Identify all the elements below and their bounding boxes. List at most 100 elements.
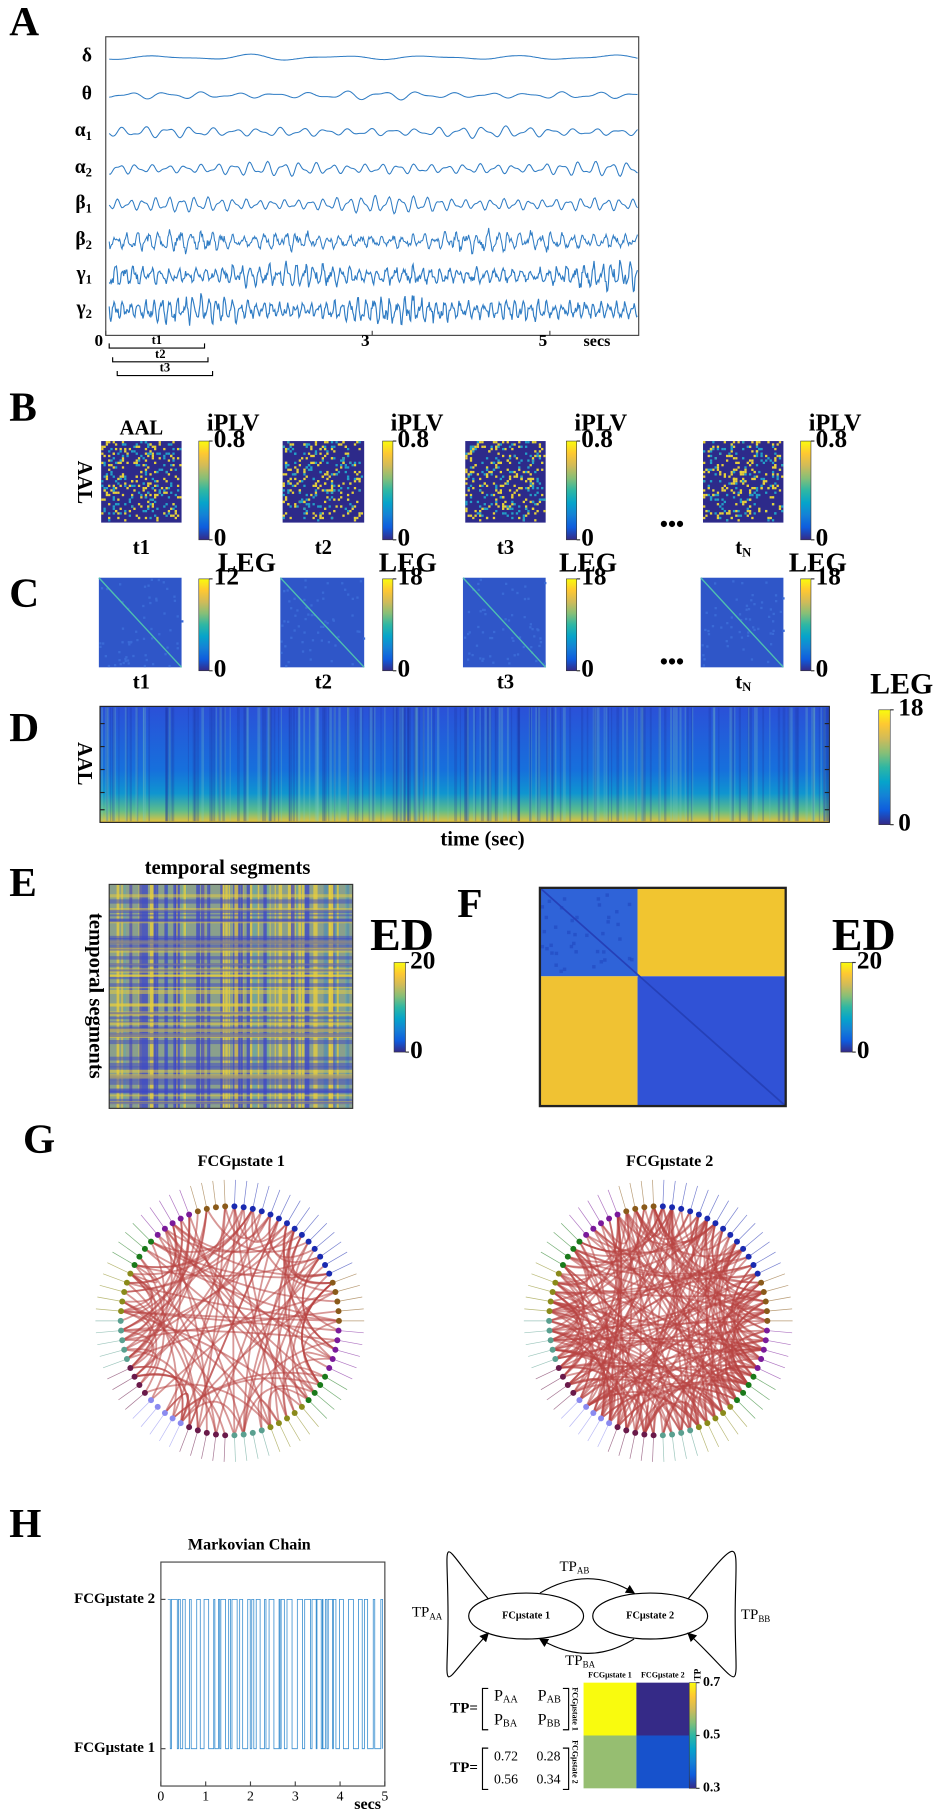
plv-cell <box>755 450 759 453</box>
colorbar-tick-label: 18 <box>898 694 923 722</box>
connection <box>616 1387 738 1428</box>
plv-cell <box>149 450 152 453</box>
plv-cell <box>321 459 324 462</box>
ed-stripe <box>121 884 123 1109</box>
timeline-stripe <box>422 707 425 822</box>
leg-cell <box>529 623 533 626</box>
plv-cell <box>508 505 512 508</box>
connection <box>549 1310 578 1332</box>
plv-cell <box>149 452 152 455</box>
plv-cell <box>105 491 109 494</box>
cluster-diagonal <box>539 887 787 1107</box>
region-node <box>734 1238 740 1245</box>
plv-cell <box>176 489 180 492</box>
node-spoke <box>671 1434 676 1461</box>
node-spoke <box>314 1392 335 1410</box>
plv-cell <box>147 500 150 504</box>
timeline-stripe <box>818 707 821 822</box>
plv-cell <box>108 464 111 467</box>
plv-cell <box>705 468 708 471</box>
plv-cell <box>746 484 749 487</box>
plv-cell <box>742 503 745 506</box>
ed-stripe <box>109 1032 353 1038</box>
plv-cell <box>502 496 505 499</box>
plv-cell <box>142 489 145 492</box>
timeline-stripe <box>211 707 214 822</box>
plv-cell <box>356 477 359 481</box>
plv-cell <box>739 489 743 492</box>
plv-cell <box>472 516 475 520</box>
leg-cell <box>169 629 172 632</box>
leg-cell <box>301 641 304 644</box>
timeline-stripe <box>738 707 741 822</box>
node-spoke <box>112 1251 135 1266</box>
leg-cell <box>707 633 711 636</box>
plv-cell <box>469 459 473 462</box>
plv-cell <box>508 445 512 448</box>
region-node <box>650 1432 657 1439</box>
timeline-stripe <box>708 707 712 822</box>
plv-cell <box>725 459 729 462</box>
plv-cell <box>479 505 482 508</box>
plv-cell <box>527 466 530 469</box>
plv-cell <box>746 507 749 510</box>
plv-cell <box>709 498 713 501</box>
colorbar-tick-label: 20 <box>410 946 435 974</box>
plv-cell <box>778 489 782 492</box>
leg-cell <box>162 581 165 584</box>
region-node <box>555 1365 562 1372</box>
plv-cell <box>137 516 141 520</box>
plv-cell <box>303 473 306 476</box>
plv-cell <box>330 457 334 460</box>
cluster-cell <box>570 918 574 923</box>
leg-cell <box>288 600 291 603</box>
leg-cell <box>310 604 313 607</box>
transition-label-base: TP <box>559 1559 576 1575</box>
leg-cell <box>753 603 756 606</box>
plv-cell <box>483 445 486 448</box>
ed-stripe <box>109 1062 353 1068</box>
plv-cell <box>330 496 334 499</box>
window-bracket <box>112 357 209 363</box>
plv-cell <box>504 512 507 515</box>
plv-cell <box>119 484 122 487</box>
timeline-stripe <box>187 707 189 822</box>
node-spoke <box>540 1251 564 1266</box>
region-node <box>305 1397 312 1404</box>
connection <box>268 1214 316 1259</box>
plv-cell <box>511 443 514 446</box>
node-spoke <box>680 1182 687 1209</box>
plv-cell <box>723 447 726 451</box>
plv-cell <box>153 480 157 483</box>
leg-cell <box>510 614 514 617</box>
plv-cell <box>490 493 493 497</box>
plv-cell <box>744 468 747 471</box>
plv-cell <box>346 447 350 451</box>
plv-cell <box>131 484 134 487</box>
connection <box>242 1241 310 1435</box>
connection <box>625 1222 717 1431</box>
plv-cell <box>465 509 468 513</box>
leg-cell <box>99 645 102 648</box>
plv-cell <box>144 509 148 513</box>
tp-cell <box>583 1682 637 1736</box>
node-spoke <box>212 1180 217 1208</box>
plv-cell <box>112 489 115 492</box>
plv-cell <box>506 480 509 483</box>
plv-cell <box>735 477 738 481</box>
plv-cell <box>712 468 715 471</box>
leg-cell <box>771 632 775 636</box>
plv-cell <box>502 454 505 458</box>
node-spoke <box>308 1399 328 1419</box>
plv-cell <box>156 516 159 520</box>
region-node <box>606 1420 613 1427</box>
node-spoke <box>528 1349 553 1357</box>
plv-cell <box>305 503 308 506</box>
ed-stripe <box>109 918 353 923</box>
plv-cell <box>307 443 311 446</box>
region-node <box>641 1204 648 1211</box>
ed-stripe <box>109 983 353 987</box>
plv-cell <box>133 489 136 492</box>
plv-cell <box>751 493 754 497</box>
plv-cell <box>108 454 111 458</box>
